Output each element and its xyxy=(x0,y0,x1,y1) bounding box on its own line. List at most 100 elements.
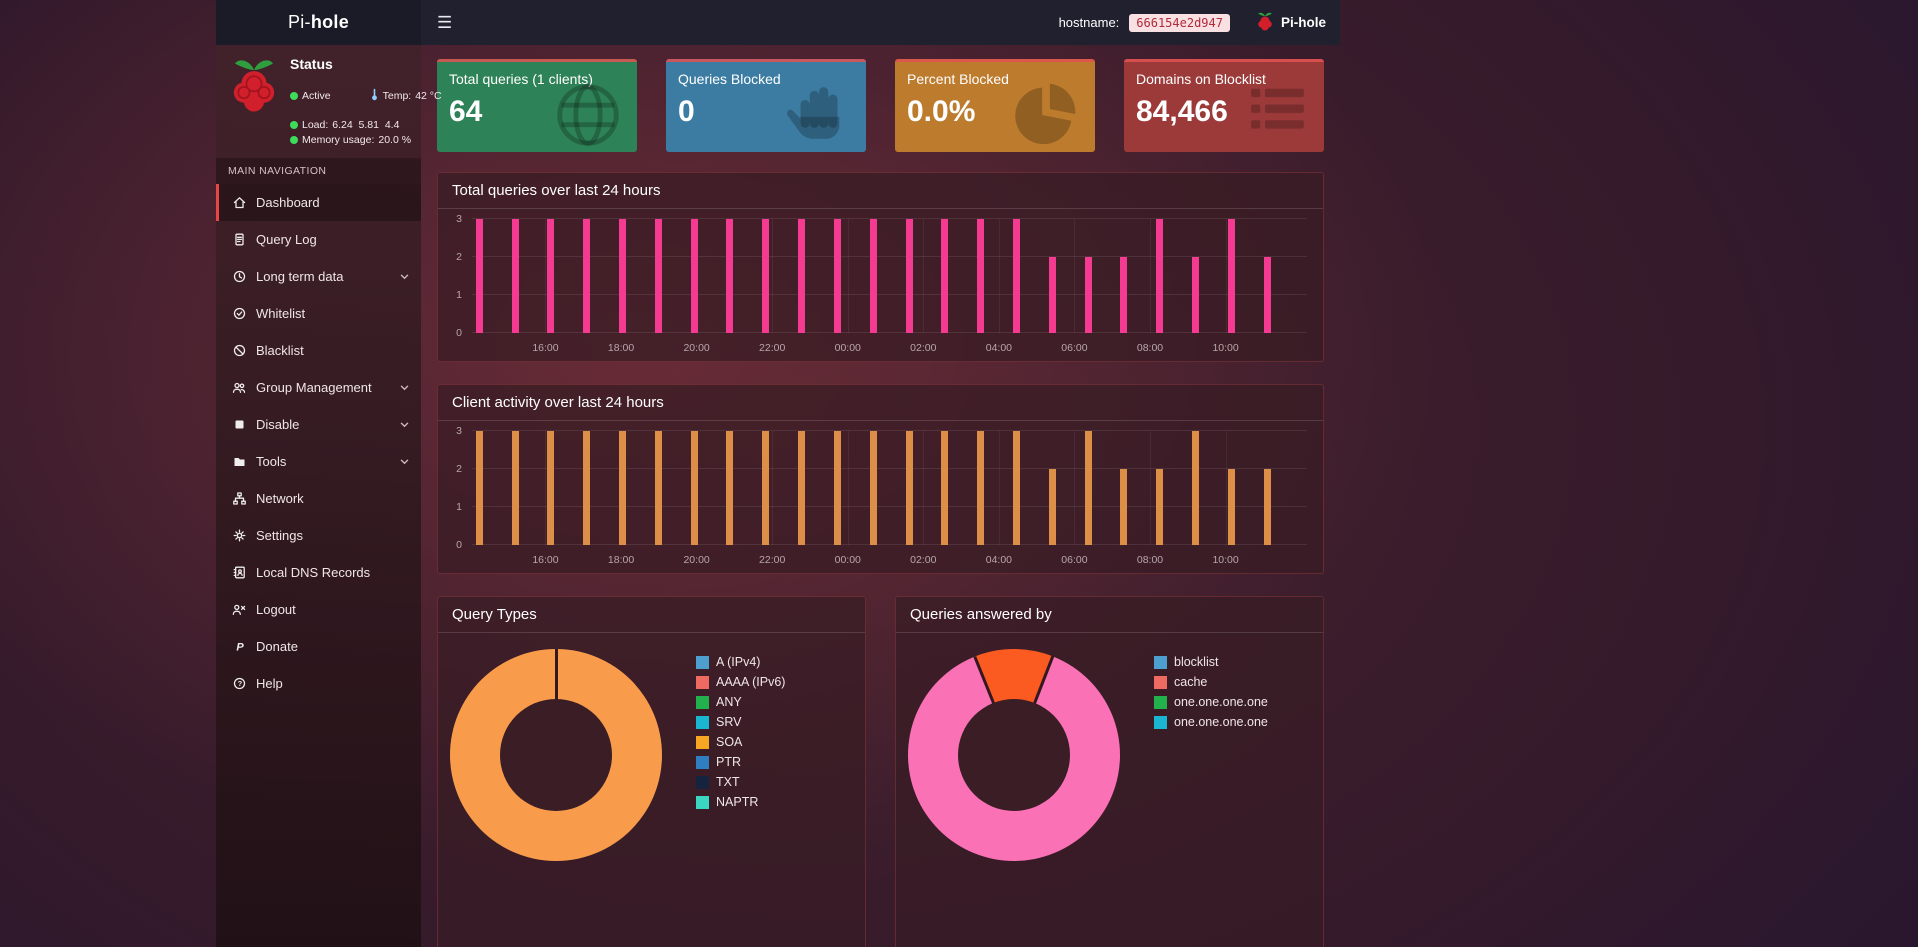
query-types-legend: A (IPv4) AAAA (IPv6) ANY SRV SOA PTR TXT NAPTR xyxy=(696,655,785,861)
legend-swatch-icon xyxy=(696,675,709,689)
legend-item[interactable]: cache xyxy=(1154,675,1268,689)
sidebar-item-blacklist[interactable]: Blacklist xyxy=(216,332,421,369)
gridline xyxy=(472,544,1307,545)
sidebar-item-local-dns-records[interactable]: Local DNS Records xyxy=(216,554,421,591)
bar xyxy=(1120,469,1128,545)
legend-item[interactable]: AAAA (IPv6) xyxy=(696,675,785,689)
legend-swatch-icon xyxy=(696,775,709,789)
chevron-down-icon xyxy=(400,273,409,280)
gridline xyxy=(472,332,1307,333)
axis-tick-label: 10:00 xyxy=(1212,554,1239,566)
bar xyxy=(869,219,877,333)
chart-plot-area xyxy=(472,430,1307,545)
chevron-down-icon xyxy=(400,384,409,391)
globe-icon xyxy=(549,74,627,152)
axis-tick-label: 16:00 xyxy=(532,554,559,566)
legend-item[interactable]: one.one.one.one xyxy=(1154,695,1268,709)
bar xyxy=(511,431,519,545)
sidebar-item-donate[interactable]: P Donate xyxy=(216,628,421,665)
axis-tick-label: 22:00 xyxy=(759,342,786,354)
gridline xyxy=(998,219,1000,333)
legend-item[interactable]: one.one.one.one xyxy=(1154,715,1268,729)
sidebar-item-query-log[interactable]: Query Log xyxy=(216,221,421,258)
legend-item[interactable]: blocklist xyxy=(1154,655,1268,669)
status-panel: Status Active Temp: 42 °C Load: 6.24 5.8… xyxy=(216,45,442,158)
bar xyxy=(1013,219,1020,333)
queries-answered-by-panel: Queries answered by blocklist cache one.on… xyxy=(895,596,1324,947)
legend-item[interactable]: TXT xyxy=(696,775,785,789)
sidebar-item-network[interactable]: Network xyxy=(216,480,421,517)
x-axis: 16:00 18:00 20:00 22:00 00:00 02:00 04:00 06:00… xyxy=(472,337,1307,357)
sidebar-item-logout[interactable]: Logout xyxy=(216,591,421,628)
hand-icon xyxy=(782,74,856,152)
bar xyxy=(1013,431,1020,545)
thermometer-icon xyxy=(335,76,379,116)
bar xyxy=(1156,469,1164,545)
legend-swatch-icon xyxy=(696,715,709,729)
query-types-panel: Query Types A (IPv4) AAAA (IPv6) ANY SRV SOA… xyxy=(437,596,866,947)
sidebar-item-group-management[interactable]: Group Management xyxy=(216,369,421,406)
client-activity-chart: 0 1 2 3 16:00 18:00 20:00 22:00 00:00 02:00 04:00… xyxy=(446,425,1311,569)
panel-title: Total queries over last 24 hours xyxy=(452,182,661,199)
gridline xyxy=(472,468,1307,470)
legend-label: PTR xyxy=(716,755,741,769)
brand-prefix: Pi- xyxy=(287,12,311,32)
nav-section-label: MAIN NAVIGATION xyxy=(216,158,421,184)
legend-item[interactable]: ANY xyxy=(696,695,785,709)
panel-title: Query Types xyxy=(452,606,537,623)
panel-title: Queries answered by xyxy=(910,606,1052,623)
bar xyxy=(1192,257,1200,333)
sidebar-item-dashboard[interactable]: Dashboard xyxy=(216,184,421,221)
sidebar-item-long-term-data[interactable]: Long term data xyxy=(216,258,421,295)
sidebar-item-disable[interactable]: Disable xyxy=(216,406,421,443)
bar xyxy=(941,219,949,333)
stop-icon xyxy=(231,418,247,431)
brand-logo[interactable]: Pi-hole xyxy=(216,0,421,45)
paypal-icon: P xyxy=(231,640,247,653)
sidebar-item-tools[interactable]: Tools xyxy=(216,443,421,480)
bar xyxy=(1156,219,1164,333)
legend-label: SOA xyxy=(716,735,743,749)
legend-label: blocklist xyxy=(1174,655,1219,669)
axis-tick-label: 08:00 xyxy=(1136,342,1164,354)
axis-tick-label: 2 xyxy=(456,463,462,476)
gridline xyxy=(1150,431,1152,545)
legend-swatch-icon xyxy=(696,735,709,749)
legend-label: cache xyxy=(1174,675,1208,689)
legend-item[interactable]: NAPTR xyxy=(696,795,785,809)
sidebar-item-settings[interactable]: Settings xyxy=(216,517,421,554)
status-text: Status Active Temp: 42 °C Load: 6.24 5.8… xyxy=(290,56,442,146)
donut-hole xyxy=(958,699,1070,811)
legend-item[interactable]: SOA xyxy=(696,735,785,749)
bar xyxy=(547,431,555,545)
status-dot-icon xyxy=(290,121,298,129)
legend-item[interactable]: A (IPv4) xyxy=(696,655,785,669)
list-icon xyxy=(1240,74,1314,152)
gridline xyxy=(772,431,774,545)
bar xyxy=(618,219,626,333)
panel-title: Client activity over last 24 hours xyxy=(452,394,664,411)
status-title: Status xyxy=(290,56,333,72)
navbar-right: hostname: 666154e2d947 Pi-hole xyxy=(1059,0,1340,45)
address-book-icon xyxy=(231,566,247,579)
legend-item[interactable]: SRV xyxy=(696,715,785,729)
stat-card-queries-blocked: Queries Blocked 0 xyxy=(666,59,866,152)
legend-label: ANY xyxy=(716,695,742,709)
bar xyxy=(475,431,483,545)
bar xyxy=(726,431,734,545)
legend-label: one.one.one.one xyxy=(1174,715,1268,729)
legend-item[interactable]: PTR xyxy=(696,755,785,769)
sidebar-toggle-button[interactable]: ☰ xyxy=(421,0,468,45)
sidebar-item-help[interactable]: ? Help xyxy=(216,665,421,702)
user-menu[interactable]: Pi-hole xyxy=(1256,11,1326,35)
bar xyxy=(1263,257,1271,333)
bar xyxy=(1084,431,1092,545)
sidebar-item-whitelist[interactable]: Whitelist xyxy=(216,295,421,332)
legend-label: TXT xyxy=(716,775,740,789)
bar xyxy=(1048,257,1056,333)
chart-plot-area xyxy=(472,218,1307,333)
axis-tick-label: 02:00 xyxy=(910,554,937,566)
hostname-label: hostname: xyxy=(1058,15,1120,30)
bar xyxy=(583,431,591,545)
bar xyxy=(1263,469,1271,545)
